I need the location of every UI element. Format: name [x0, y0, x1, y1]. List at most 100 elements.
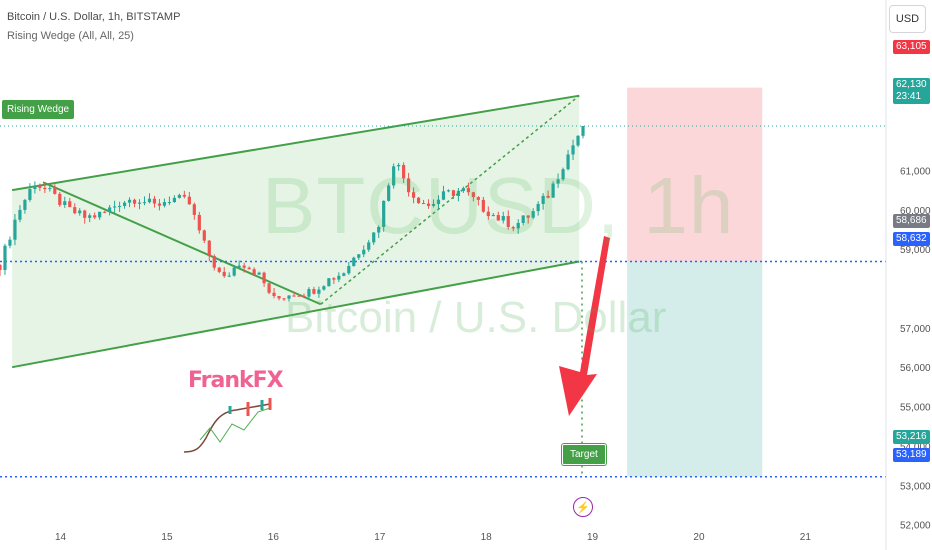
bearish-arrow[interactable]: [559, 236, 610, 416]
candle-body: [347, 266, 351, 274]
candle-body: [526, 215, 530, 218]
candle-body: [267, 283, 271, 293]
indicator-legend[interactable]: Rising Wedge (All, All, 25): [7, 30, 134, 42]
symbol-watermark: BTCUSD, 1h: [262, 161, 735, 250]
candle-body: [157, 203, 162, 206]
stop-loss-zone[interactable]: [627, 87, 763, 262]
candle-body: [217, 267, 221, 272]
rising-wedge-guide-line: [320, 95, 580, 305]
stop-price-label: 63,105: [893, 40, 930, 54]
candle-body: [282, 298, 286, 300]
candle-body: [491, 215, 495, 217]
candle-body: [167, 201, 172, 203]
candle-body: [446, 190, 451, 192]
candle-body: [93, 215, 97, 218]
currency-button[interactable]: USD: [889, 5, 926, 33]
target-price-label: 53,216: [893, 430, 930, 444]
candle-body: [456, 190, 461, 196]
price-tick-label: 52,000: [900, 521, 931, 532]
candle-body: [431, 203, 436, 206]
lightning-icon[interactable]: ⚡: [573, 497, 593, 517]
rising-wedge-fill[interactable]: [12, 95, 580, 368]
logo-candle: [246, 402, 250, 416]
candle-body: [317, 289, 321, 294]
candlestick-series: [0, 125, 585, 302]
candle-body: [421, 203, 426, 205]
candle-body: [252, 269, 256, 275]
candle-body: [152, 198, 157, 204]
candle-body: [197, 214, 201, 231]
price-axis: 52,000 53,000 54,000 55,000 56,000 57,000 59,0…: [885, 0, 931, 550]
candle-body: [18, 209, 22, 220]
candle-body: [367, 242, 371, 250]
candle-body: [486, 211, 490, 217]
candle-body: [137, 202, 142, 204]
rising-wedge-inner-line[interactable]: [42, 181, 322, 306]
time-tick-label: 16: [268, 532, 280, 543]
entry-price-label-alt: 58,632: [893, 232, 930, 246]
candle-body: [441, 191, 446, 200]
candle-body: [561, 169, 565, 180]
time-tick-label: 18: [481, 532, 493, 543]
candle-body: [332, 278, 336, 280]
target-price-label-alt: 53,189: [893, 448, 930, 462]
candle-body: [541, 195, 545, 204]
candle-body: [103, 211, 107, 213]
candle-body: [172, 197, 177, 202]
candle-body: [192, 204, 196, 215]
candle-body: [38, 186, 42, 188]
price-tick-label: 54,000: [900, 442, 931, 453]
candle-body: [108, 207, 112, 212]
price-tick-label: 59,000: [900, 245, 931, 256]
time-tick-label: 14: [55, 532, 67, 543]
candle-body: [0, 264, 2, 271]
price-tick-label: 57,000: [900, 324, 931, 335]
logo-candle: [260, 400, 264, 410]
candle-body: [222, 271, 226, 277]
rising-wedge-lower-line[interactable]: [11, 260, 580, 369]
candle-body: [73, 207, 77, 214]
candle-body: [88, 215, 92, 218]
candle-body: [382, 200, 386, 227]
candle-body: [337, 275, 341, 280]
price-tick-label: 60,000: [900, 206, 931, 217]
candle-body: [352, 257, 356, 267]
time-axis: 14 15 16 17 18 19 20 21: [55, 532, 811, 543]
rising-wedge-upper-line[interactable]: [11, 94, 580, 192]
candle-body: [122, 202, 127, 206]
candle-body: [426, 203, 431, 206]
candle-body: [322, 286, 326, 290]
candle-body: [516, 222, 520, 229]
candle-body: [287, 295, 291, 299]
take-profit-zone[interactable]: [627, 261, 763, 477]
candle-body: [392, 166, 396, 186]
candle-body: [292, 295, 296, 297]
logo-candle: [228, 406, 232, 414]
candle-body: [262, 272, 266, 284]
entry-price-label: 58,686: [893, 214, 930, 228]
candle-body: [232, 267, 236, 276]
candle-body: [451, 190, 456, 196]
name-watermark: Bitcoin / U.S. Dollar: [285, 293, 667, 342]
candle-body: [546, 195, 550, 198]
candle-body: [48, 188, 52, 190]
time-tick-label: 20: [693, 532, 705, 543]
candle-body: [162, 202, 167, 206]
candle-body: [3, 245, 7, 271]
pattern-label[interactable]: Rising Wedge: [2, 100, 75, 119]
logo-curve-line: [183, 403, 271, 453]
candle-body: [147, 198, 152, 203]
candle-body: [466, 188, 470, 193]
target-label[interactable]: Target: [562, 444, 606, 465]
candle-body: [132, 199, 137, 204]
logo-curve-line-alt: [199, 407, 271, 443]
candle-body: [357, 254, 361, 258]
last-price-value: 62,130: [896, 79, 927, 90]
price-tick-label: 61,000: [900, 166, 931, 177]
candle-body: [177, 194, 181, 198]
countdown-value: 23:41: [896, 91, 922, 102]
price-tick-label: 55,000: [900, 403, 931, 414]
logo-candle: [268, 398, 272, 410]
candle-body: [406, 178, 411, 193]
